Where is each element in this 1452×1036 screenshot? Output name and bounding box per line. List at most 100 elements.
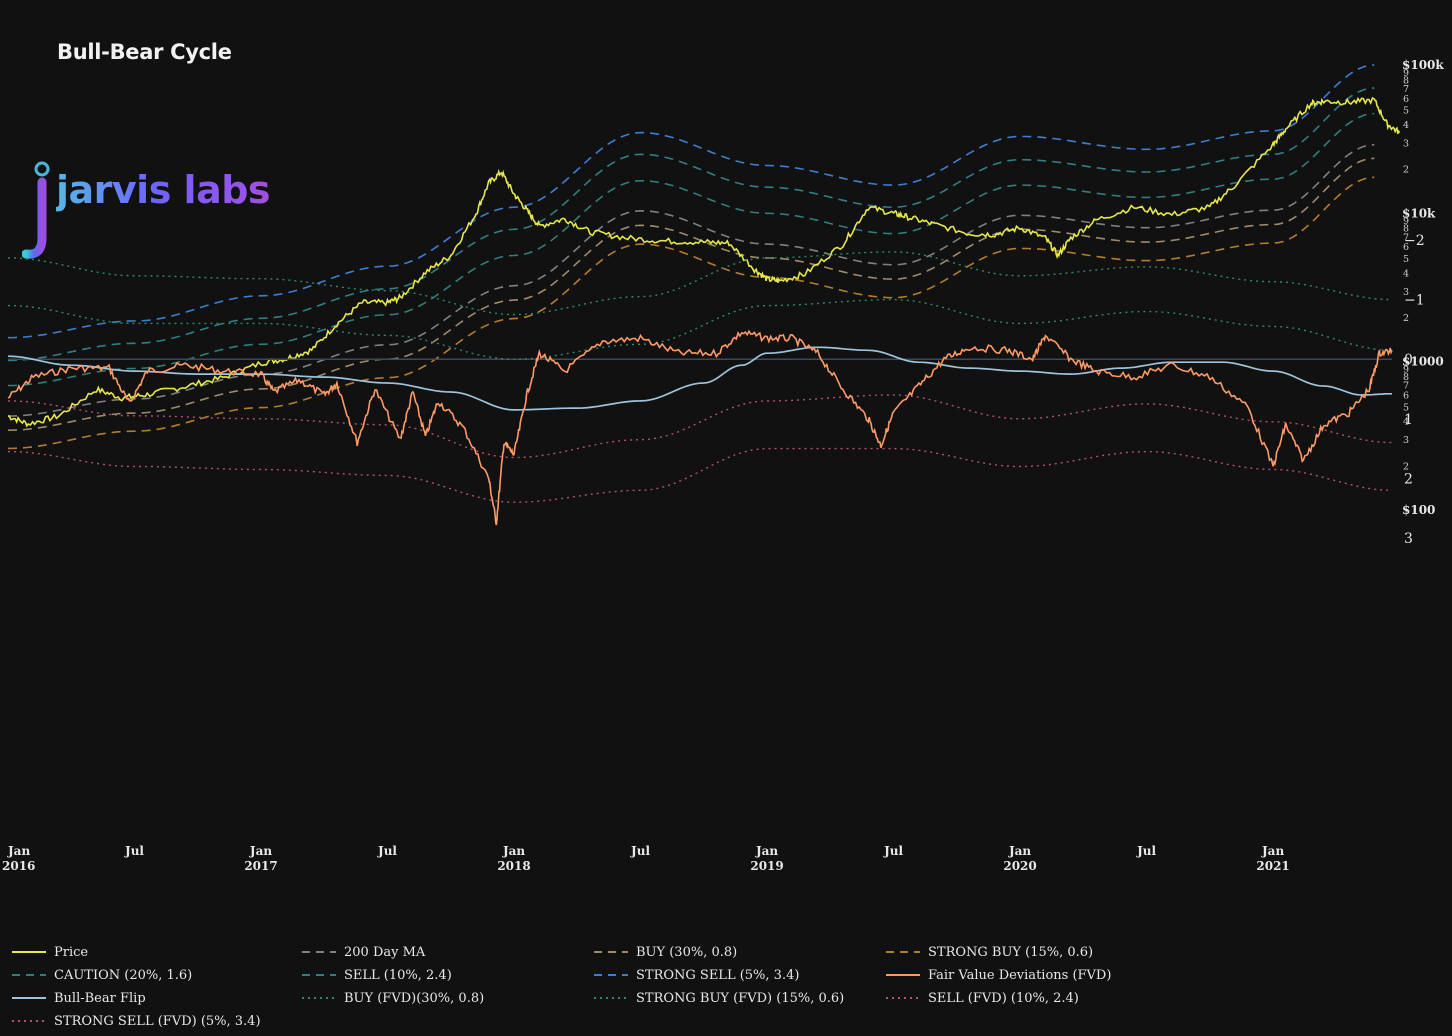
bottom-y-tick-3: 0 [1404,352,1413,368]
legend-item: SELL (10%, 2.4) [302,965,452,985]
legend-swatch [886,997,920,999]
chart-legend: Price 200 Day MA BUY (30%, 0.8) STRONG BUY … [0,938,1452,1036]
top-y-minor-tick-0-0: 2 [1403,461,1409,472]
legend-item: STRONG SELL (5%, 3.4) [594,965,799,985]
bull-bear-flip-line [7,346,1392,411]
legend-item: Bull-Bear Flip [12,988,146,1008]
top-y-tick-0: $100 [1402,503,1435,517]
x-tick-month-3: Jul [377,844,397,858]
legend-label: CAUTION (20%, 1.6) [54,967,193,983]
legend-label: SELL (FVD) (10%, 2.4) [928,990,1079,1006]
top-y-minor-tick-0-4: 6 [1403,391,1409,402]
legend-swatch [594,951,628,953]
top-band-line-2 [7,112,1375,387]
legend-item: SELL (FVD) (10%, 2.4) [886,988,1079,1008]
x-tick-year-10: 2021 [1256,859,1289,873]
top-band-line-0 [7,64,1375,339]
x-tick-month-6: Jan [755,844,778,858]
legend-item: Fair Value Deviations (FVD) [886,965,1111,985]
legend-label: STRONG SELL (5%, 3.4) [636,967,800,983]
legend-label: BUY (30%, 0.8) [636,944,738,960]
top-y-minor-tick-2-5: 7 [1403,84,1409,95]
top-y-minor-tick-1-0: 2 [1403,313,1409,324]
x-tick-year-4: 2018 [497,859,530,873]
legend-swatch [12,951,46,953]
x-tick-year-8: 2020 [1003,859,1036,873]
bottom-y-tick-4: −1 [1404,293,1425,309]
legend-item: CAUTION (20%, 1.6) [12,965,192,985]
legend-item: STRONG BUY (15%, 0.6) [886,942,1093,962]
x-tick-month-2: Jan [249,844,272,858]
legend-label: Price [54,944,89,960]
top-y-minor-tick-2-1: 3 [1403,139,1409,150]
x-tick-year-0: 2016 [2,859,35,873]
top-y-minor-tick-0-3: 5 [1403,402,1409,413]
legend-item: 200 Day MA [302,942,425,962]
legend-swatch [594,974,628,976]
jarvis-labs-logo [22,161,50,259]
legend-label: Fair Value Deviations (FVD) [928,967,1112,983]
top-y-minor-tick-1-5: 7 [1403,232,1409,243]
top-y-minor-tick-1-4: 6 [1403,242,1409,253]
legend-label: Bull-Bear Flip [54,990,146,1006]
x-tick-month-9: Jul [1136,844,1156,858]
legend-swatch [302,997,336,999]
top-y-minor-tick-2-0: 2 [1403,165,1409,176]
legend-item: STRONG SELL (FVD) (5%, 3.4) [12,1011,261,1031]
x-tick-year-2: 2017 [244,859,277,873]
top-band-line-4 [7,157,1375,431]
legend-swatch [302,974,336,976]
logo-text: jarvis labs [56,168,271,212]
top-y-minor-tick-0-7: 9 [1403,364,1409,375]
top-y-minor-tick-0-6: 8 [1403,372,1409,383]
x-tick-month-7: Jul [883,844,903,858]
top-y-minor-tick-1-6: 8 [1403,224,1409,235]
legend-swatch [594,997,628,999]
legend-label: BUY (FVD)(30%, 0.8) [344,990,485,1006]
legend-label: 200 Day MA [344,944,426,960]
top-y-tick-1: $1000 [1402,355,1444,369]
bottom-y-tick-1: 2 [1404,471,1413,487]
x-tick-year-6: 2019 [750,859,783,873]
top-y-minor-tick-1-1: 3 [1403,287,1409,298]
legend-label: STRONG SELL (FVD) (5%, 3.4) [54,1013,261,1029]
x-tick-month-0: Jan [7,844,30,858]
x-tick-month-8: Jan [1008,844,1031,858]
legend-label: STRONG BUY (FVD) (15%, 0.6) [636,990,845,1006]
x-tick-month-5: Jul [630,844,650,858]
top-y-minor-tick-2-2: 4 [1403,120,1409,131]
chart-title: Bull-Bear Cycle [57,40,232,64]
legend-swatch [12,997,46,999]
legend-swatch [886,951,920,953]
top-y-minor-tick-1-7: 9 [1403,216,1409,227]
top-y-minor-tick-2-7: 9 [1403,68,1409,79]
top-y-tick-3: $100k [1402,58,1444,72]
top-y-minor-tick-0-2: 4 [1403,417,1409,428]
top-y-minor-tick-2-4: 6 [1403,94,1409,105]
logo-wordmark: jarvis labs [56,168,271,212]
fvd-band-line-2 [7,298,1393,360]
x-tick-month-4: Jan [502,844,525,858]
top-y-minor-tick-0-5: 7 [1403,381,1409,392]
price-line [7,96,1401,428]
top-band-line-5 [7,176,1375,450]
x-tick-month-10: Jan [1261,844,1284,858]
fvd-band-line-1 [7,394,1393,459]
top-y-minor-tick-1-3: 5 [1403,254,1409,265]
legend-swatch [12,1020,46,1022]
legend-item: Price [12,942,88,962]
bottom-y-tick-5: −2 [1404,233,1425,249]
top-y-tick-2: $10k [1402,206,1436,220]
top-y-minor-tick-2-6: 8 [1403,75,1409,86]
legend-item: BUY (30%, 0.8) [594,942,737,962]
top-y-minor-tick-2-3: 5 [1403,106,1409,117]
fvd-band-line-3 [7,251,1393,316]
bottom-y-tick-0: 3 [1404,531,1413,547]
legend-swatch [302,951,336,953]
legend-item: BUY (FVD)(30%, 0.8) [302,988,484,1008]
top-y-minor-tick-0-1: 3 [1403,435,1409,446]
fvd-band-line-0 [7,447,1393,503]
bottom-y-tick-2: 1 [1404,412,1413,428]
legend-swatch [886,974,920,976]
